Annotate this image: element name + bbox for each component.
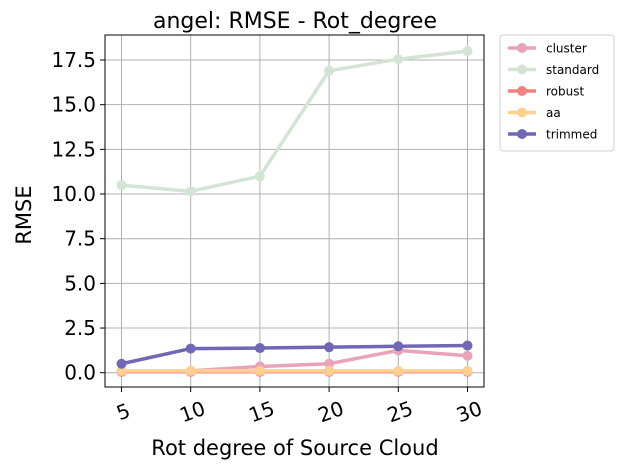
grid [105,35,484,387]
plot-area-frame [104,34,485,388]
data-point-cluster [462,350,473,361]
x-tick-label: 5 [113,398,133,425]
y-axis-label: RMSE [12,185,36,244]
legend-marker-aa [517,107,527,118]
legend-label-trimmed: trimmed [546,128,597,142]
legend-label-cluster: cluster [546,42,587,56]
data-point-trimmed [462,340,473,351]
series-lines [116,46,473,377]
x-tick-label: 20 [315,396,347,427]
x-axis-label: Rot degree of Source Cloud [151,436,438,460]
x-axis-ticks: 5 10 15 20 25 30 [113,387,485,427]
x-tick-label: 25 [384,396,416,427]
legend-box [499,34,615,152]
y-tick-label: 17.5 [51,48,96,72]
y-tick-label: 15.0 [51,93,96,117]
data-point-aa [185,365,196,376]
x-tick-label: 15 [246,396,278,427]
legend-label-aa: aa [546,106,561,120]
chart-title: angel: RMSE - Rot_degree [153,9,437,34]
data-point-cluster [324,358,335,369]
y-tick-label: 5.0 [64,271,96,295]
legend-marker-cluster [517,43,527,53]
data-point-trimmed [324,342,335,353]
data-point-standard [254,171,265,182]
data-point-trimmed [393,341,404,352]
legend-marker-trimmed [517,129,527,139]
legend-marker-robust [517,86,527,96]
x-tick-label: 10 [176,396,208,427]
data-point-standard [393,54,404,65]
y-tick-label: 12.5 [51,137,96,161]
series-line-standard [119,49,470,194]
data-point-trimmed [254,343,265,354]
data-point-aa [116,365,127,376]
y-axis-ticks: 0.0 2.5 5.0 7.5 10.0 12.5 15.0 17.5 [51,48,105,385]
x-tick-label: 30 [453,396,485,427]
data-point-standard [116,180,127,191]
y-tick-label: 10.0 [51,182,96,206]
data-point-aa [254,365,265,376]
data-point-aa [462,365,473,376]
legend: cluster standard robust aa trimmed [499,34,615,152]
data-point-standard [324,65,335,76]
y-tick-label: 0.0 [64,361,96,385]
legend-marker-standard [517,64,527,75]
legend-label-standard: standard [546,63,599,77]
data-point-aa [393,365,404,376]
data-point-trimmed [116,358,127,369]
legend-label-robust: robust [546,85,584,99]
y-tick-label: 7.5 [64,227,96,251]
data-point-trimmed [185,343,196,354]
data-point-standard [185,186,196,197]
y-tick-label: 2.5 [64,316,96,340]
data-point-aa [324,365,335,376]
series-line-trimmed [119,343,470,366]
data-point-standard [462,46,473,57]
